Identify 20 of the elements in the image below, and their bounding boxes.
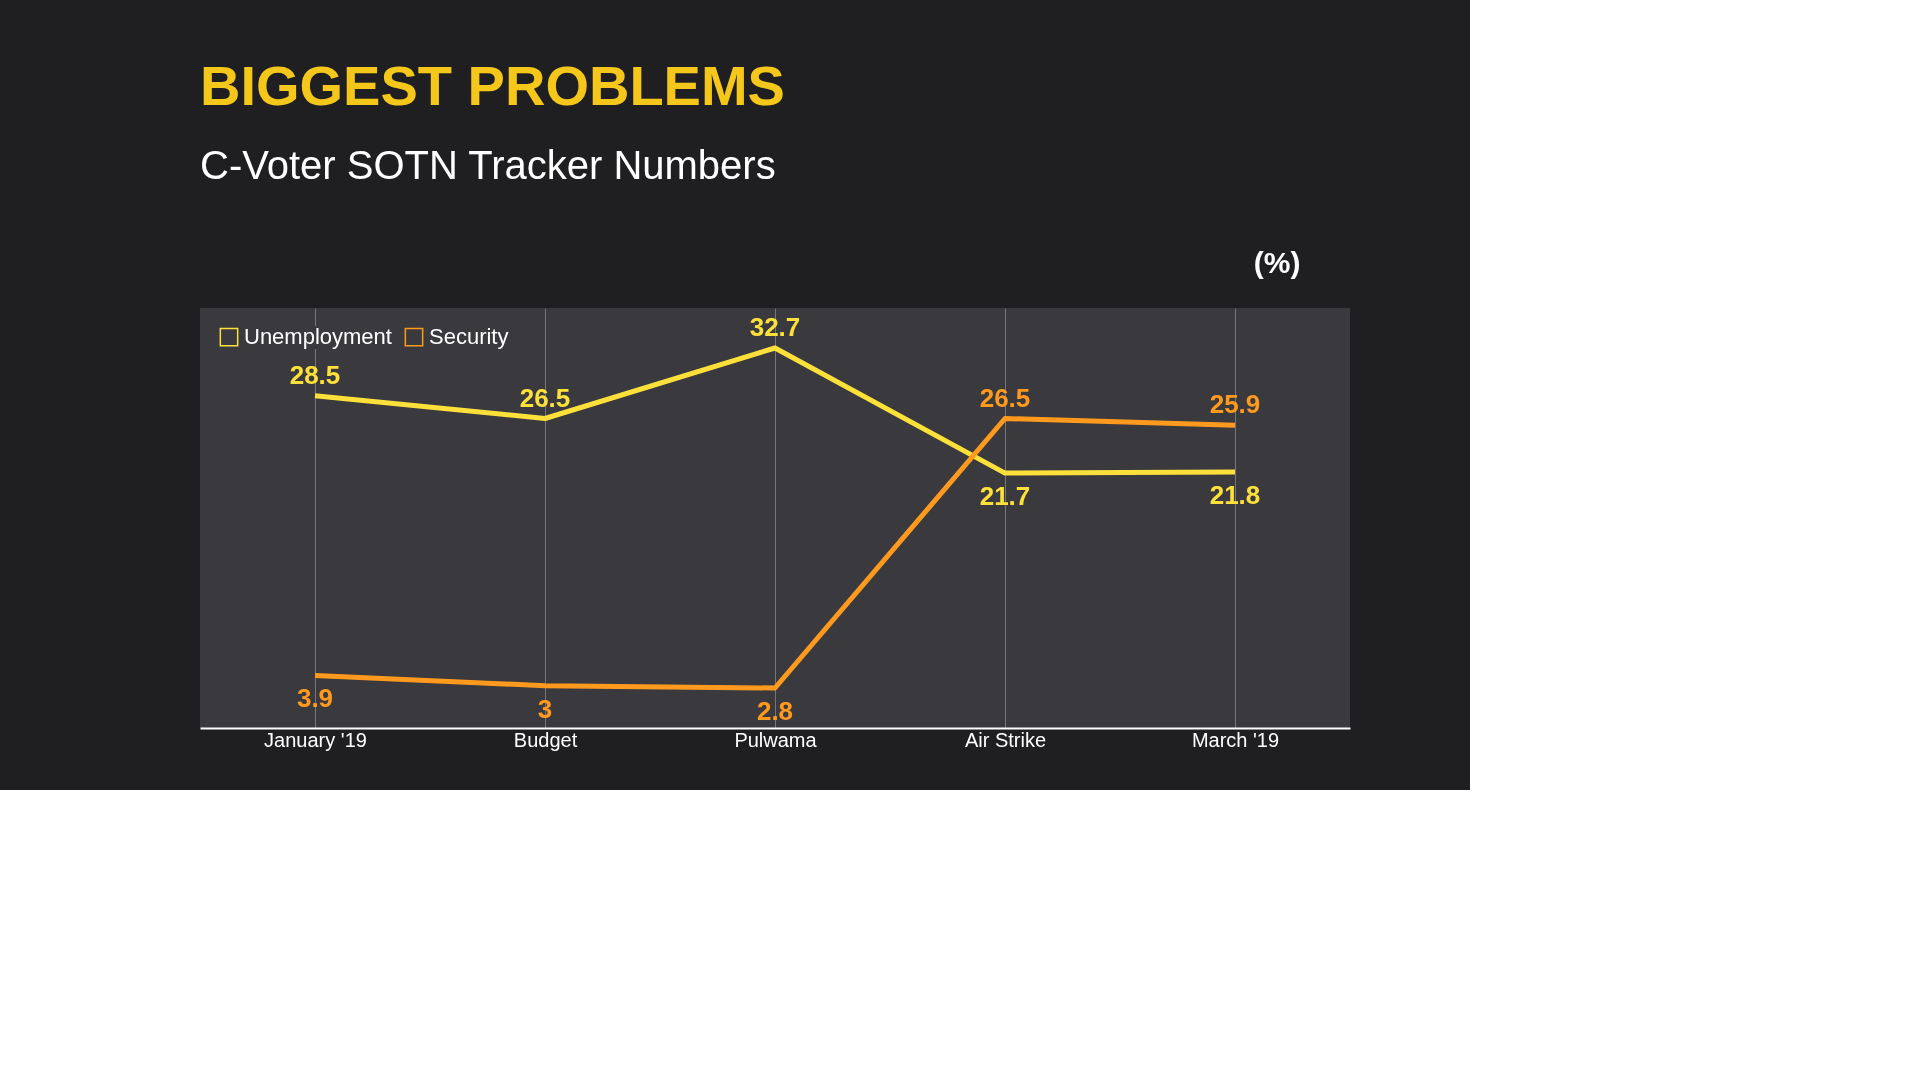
data-label: 32.7 xyxy=(749,312,801,342)
x-tick-label: March '19 xyxy=(1191,728,1280,751)
y-axis-title: (%) xyxy=(1253,245,1301,279)
data-label: 3.9 xyxy=(296,683,334,714)
data-label: 25.9 xyxy=(1209,389,1261,420)
data-label: 3 xyxy=(537,693,553,724)
data-label: 26.5 xyxy=(519,382,571,413)
data-label: 2.8 xyxy=(756,696,794,726)
data-label: 28.5 xyxy=(289,359,341,390)
x-tick-label: Air Strike xyxy=(964,728,1047,751)
data-label: 21.7 xyxy=(979,481,1031,512)
chart-title: BIGGEST PROBLEMS xyxy=(200,54,785,117)
legend-label: Unemployment xyxy=(244,324,392,350)
data-label: 21.8 xyxy=(1209,479,1261,510)
chart-subtitle: C-Voter SOTN Tracker Numbers xyxy=(200,143,776,187)
data-label: 26.5 xyxy=(979,382,1031,413)
x-tick-label: Budget xyxy=(513,728,578,751)
x-tick-label: Pulwama xyxy=(734,728,818,751)
x-tick-label: January '19 xyxy=(264,728,367,751)
legend-label: Security xyxy=(429,324,509,350)
